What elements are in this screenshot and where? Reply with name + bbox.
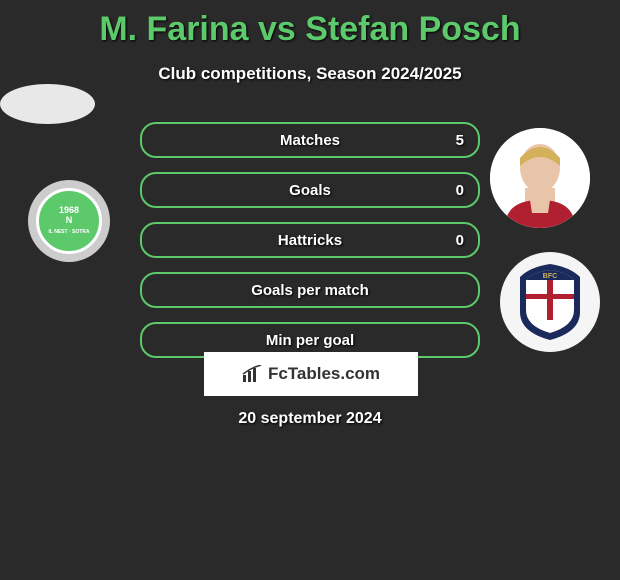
page-title: M. Farina vs Stefan Posch	[0, 0, 620, 49]
stat-label: Goals per match	[142, 282, 478, 299]
site-logo-text: FcTables.com	[268, 364, 380, 384]
site-logo[interactable]: FcTables.com	[204, 352, 418, 396]
chart-icon	[242, 365, 264, 383]
stat-label: Hattricks	[142, 232, 478, 249]
club-left-badge-inner: 1968NIL NEST · SOTRA	[36, 188, 102, 254]
stat-row: Hattricks 0	[140, 222, 480, 258]
stats-rows: Matches 5 Goals 0 Hattricks 0 Goals per …	[140, 122, 480, 372]
stat-row: Matches 5	[140, 122, 480, 158]
stat-row: Goals per match	[140, 272, 480, 308]
stat-label: Matches	[142, 132, 478, 149]
stat-right-value: 0	[456, 232, 464, 249]
player-left-photo	[0, 84, 95, 124]
stat-label: Goals	[142, 182, 478, 199]
club-left-text: 1968NIL NEST · SOTRA	[48, 206, 89, 236]
club-right-badge: BFC	[500, 252, 600, 352]
svg-text:BFC: BFC	[543, 273, 557, 280]
stat-right-value: 5	[456, 132, 464, 149]
page-subtitle: Club competitions, Season 2024/2025	[0, 64, 620, 84]
player-right-photo	[490, 128, 590, 228]
stat-label: Min per goal	[142, 332, 478, 349]
club-left-badge: 1968NIL NEST · SOTRA	[28, 180, 110, 262]
stat-row: Goals 0	[140, 172, 480, 208]
comparison-card: M. Farina vs Stefan Posch Club competiti…	[0, 0, 620, 580]
stat-right-value: 0	[456, 182, 464, 199]
date-line: 20 september 2024	[0, 410, 620, 428]
